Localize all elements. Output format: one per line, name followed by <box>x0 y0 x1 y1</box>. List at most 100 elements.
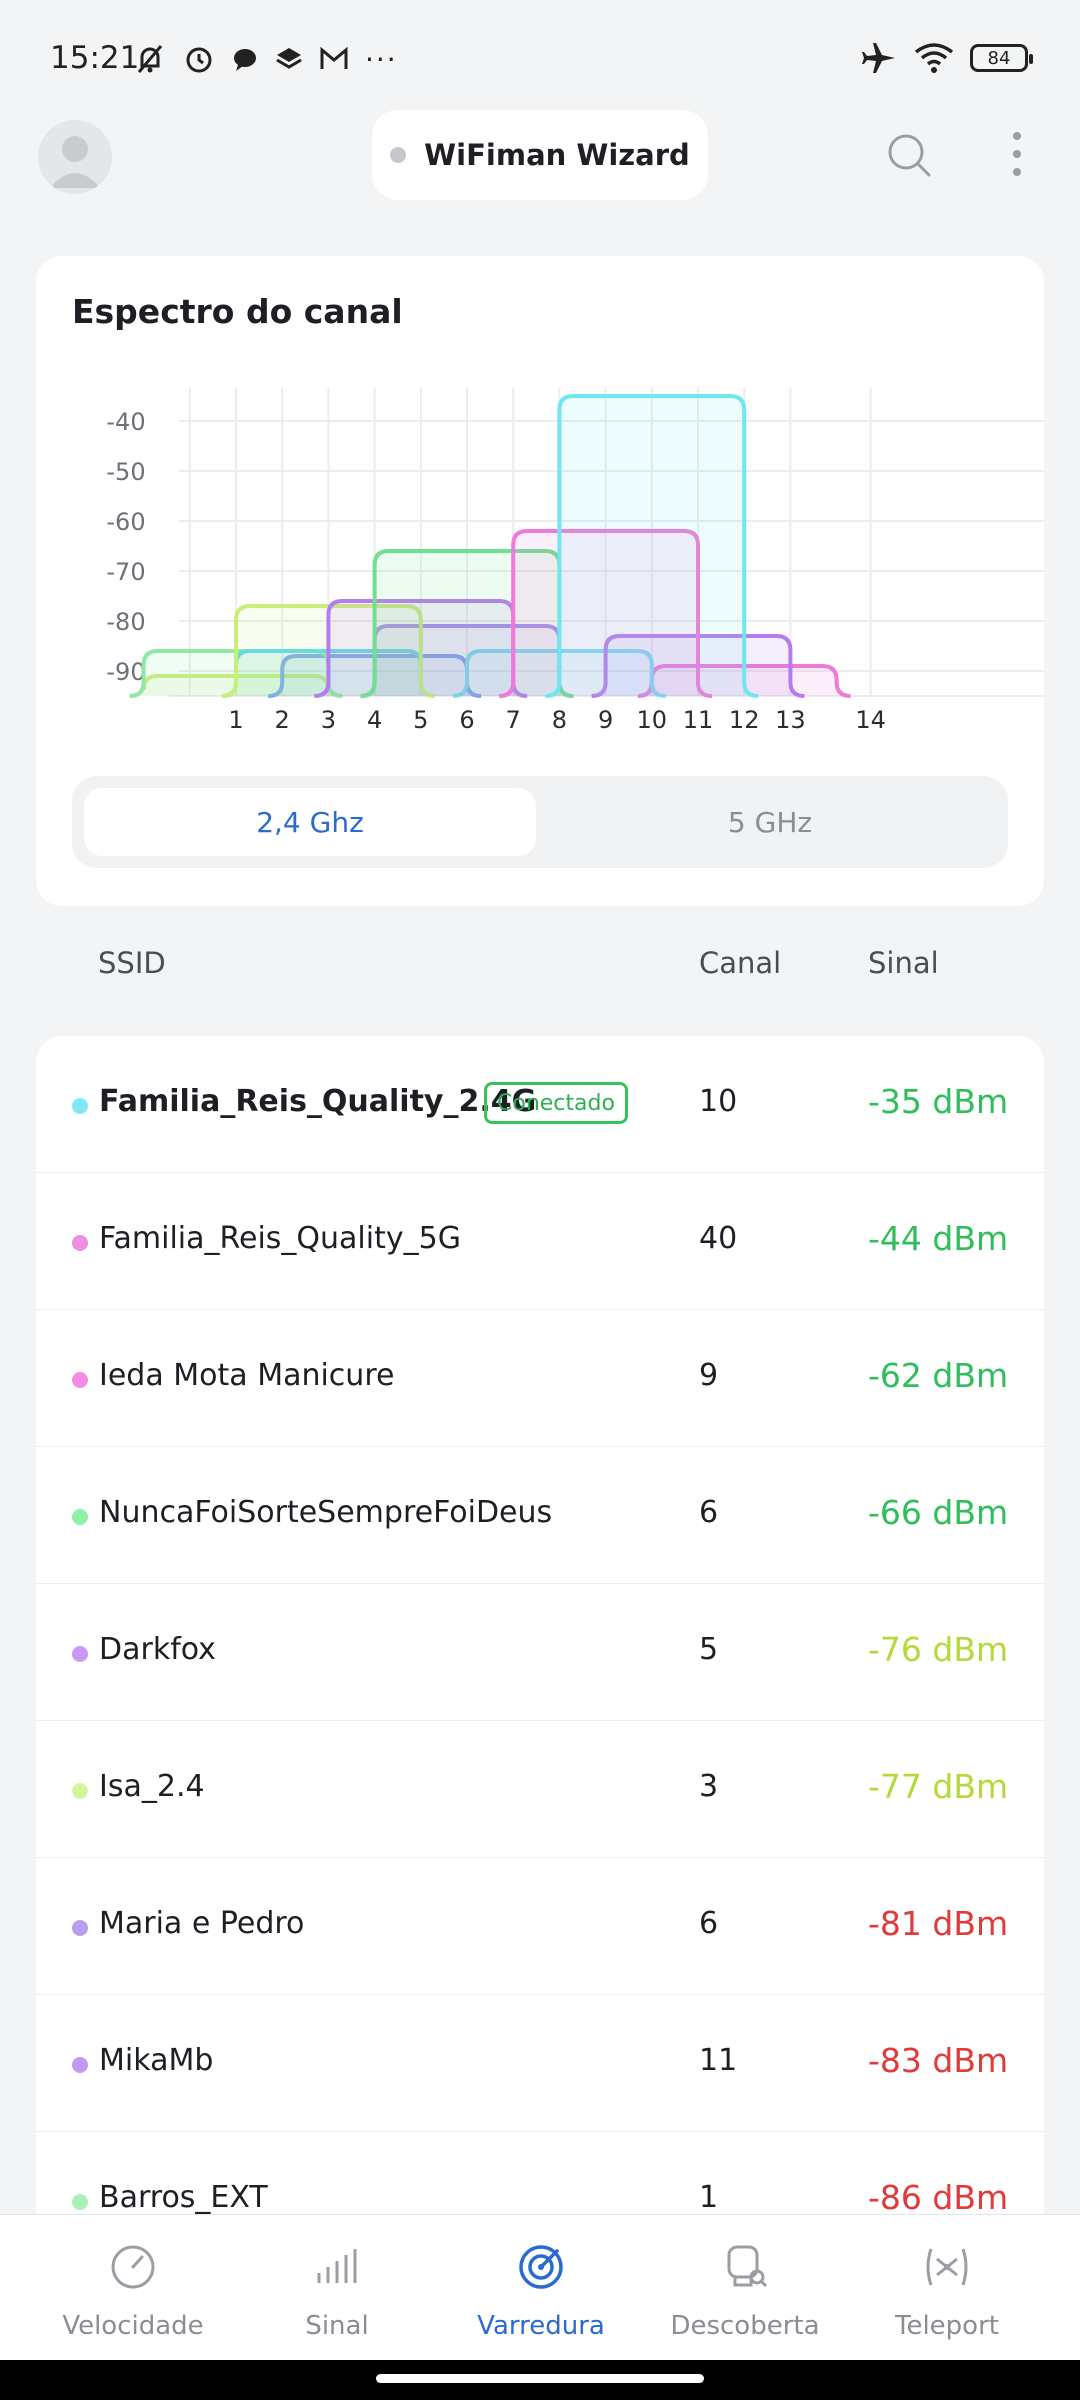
network-row[interactable]: Darkfox 5 -76 dBm <box>36 1584 1044 1721</box>
x-tick-label: 11 <box>683 706 714 734</box>
network-channel: 1 <box>699 2180 719 2215</box>
battery-level: 84 <box>987 47 1011 69</box>
network-color-dot <box>72 2194 88 2210</box>
network-ssid: Maria e Pedro <box>99 1906 305 1941</box>
network-row[interactable]: Barros_EXT 1 -86 dBm <box>36 2132 1044 2216</box>
network-row[interactable]: Familia_Reis_Quality_5G 40 -44 dBm <box>36 1173 1044 1310</box>
x-tick-label: 6 <box>459 706 474 734</box>
network-row[interactable]: MikaMb 11 -83 dBm <box>36 1995 1044 2132</box>
network-color-dot <box>72 1235 88 1251</box>
network-channel: 3 <box>699 1769 719 1804</box>
connected-badge: Conectado <box>484 1082 628 1124</box>
network-color-dot <box>72 1098 88 1114</box>
network-signal: -83 dBm <box>868 2041 1009 2080</box>
network-signal: -81 dBm <box>868 1904 1009 1943</box>
radar-icon <box>519 2245 563 2289</box>
x-tick-label: 2 <box>275 706 290 734</box>
column-ssid[interactable]: SSID <box>98 946 166 980</box>
network-ssid: MikaMb <box>99 2043 214 2078</box>
band-5ghz-option[interactable]: 5 GHz <box>727 805 813 839</box>
more-options-button[interactable] <box>1000 128 1034 180</box>
battery-icon: 84 <box>970 44 1033 72</box>
nav-speed-label: Velocidade <box>62 2311 204 2341</box>
x-tick-label: 10 <box>637 706 668 734</box>
speedometer-icon <box>111 2245 155 2289</box>
network-color-dot <box>72 1509 88 1525</box>
y-tick-label: -80 <box>106 608 145 636</box>
network-color-dot <box>72 1920 88 1936</box>
network-ssid: Barros_EXT <box>99 2180 268 2215</box>
status-dot <box>390 147 407 163</box>
nav-discovery[interactable]: Descoberta <box>645 2215 845 2361</box>
y-tick-label: -70 <box>106 558 145 586</box>
alarm-icon <box>186 47 212 73</box>
signal-bars-icon <box>317 2249 357 2283</box>
network-color-dot <box>72 1783 88 1799</box>
status-bar: 15:21 ··· 84 <box>0 0 1080 110</box>
x-tick-label: 12 <box>729 706 760 734</box>
search-button[interactable] <box>886 132 932 178</box>
network-signal: -76 dBm <box>868 1630 1009 1669</box>
network-row[interactable]: Maria e Pedro 6 -81 dBm <box>36 1858 1044 1995</box>
column-signal[interactable]: Sinal <box>868 946 939 980</box>
network-row[interactable]: Ieda Mota Manicure 9 -62 dBm <box>36 1310 1044 1447</box>
network-ssid: NuncaFoiSorteSempreFoiDeus <box>99 1495 553 1530</box>
home-indicator[interactable] <box>376 2374 704 2383</box>
nav-signal-label: Sinal <box>305 2311 369 2341</box>
bottom-navigation: Velocidade Sinal Varredura Descoberta Te… <box>0 2214 1080 2360</box>
band-toggle: 2,4 Ghz 5 GHz <box>72 776 1008 868</box>
nav-speed[interactable]: Velocidade <box>33 2215 233 2361</box>
network-signal: -86 dBm <box>868 2178 1009 2216</box>
nav-signal[interactable]: Sinal <box>237 2215 437 2361</box>
more-notifications-icon: ··· <box>365 42 398 76</box>
channel-spectrum-card: Espectro do canal 1 2 3 4 5 6 7 8 9 10 11 12 13 14 -40… <box>36 256 1044 906</box>
mail-icon <box>320 46 348 69</box>
network-list: Familia_Reis_Quality_2.4G Conectado 10 -35 … <box>36 1036 1044 2216</box>
network-channel: 5 <box>699 1632 719 1667</box>
network-row[interactable]: Familia_Reis_Quality_2.4G Conectado 10 -35 … <box>36 1036 1044 1173</box>
network-channel: 9 <box>699 1358 719 1393</box>
network-ssid: Familia_Reis_Quality_5G <box>99 1221 461 1256</box>
network-signal: -44 dBm <box>868 1219 1009 1258</box>
avatar[interactable] <box>38 120 112 194</box>
network-ssid: Familia_Reis_Quality_2.4G <box>99 1084 537 1119</box>
network-signal: -66 dBm <box>868 1493 1009 1532</box>
network-spectrum-curve <box>499 529 713 698</box>
app-title: WiFiman Wizard <box>424 138 690 172</box>
network-row[interactable]: Isa_2.4 3 -77 dBm <box>36 1721 1044 1858</box>
network-signal: -35 dBm <box>868 1082 1009 1121</box>
spectrum-title: Espectro do canal <box>72 292 403 331</box>
x-tick-label: 5 <box>413 706 428 734</box>
status-time: 15:21 <box>50 40 140 76</box>
x-tick-label: 8 <box>552 706 567 734</box>
y-tick-label: -40 <box>106 408 145 436</box>
notification-icons: ··· <box>133 42 398 76</box>
nav-teleport[interactable]: Teleport <box>847 2215 1047 2361</box>
network-row[interactable]: NuncaFoiSorteSempreFoiDeus 6 -66 dBm <box>36 1447 1044 1584</box>
airplane-mode-icon <box>862 43 895 73</box>
x-tick-label: 14 <box>855 706 886 734</box>
more-vert-icon <box>1013 132 1021 176</box>
nav-scan[interactable]: Varredura <box>441 2215 641 2361</box>
network-channel: 40 <box>699 1221 738 1256</box>
layers-icon <box>276 48 302 69</box>
network-signal: -62 dBm <box>868 1356 1009 1395</box>
x-tick-label: 3 <box>321 706 336 734</box>
y-tick-label: -50 <box>106 458 145 486</box>
column-channel[interactable]: Canal <box>699 946 782 980</box>
x-tick-label: 1 <box>228 706 243 734</box>
network-channel: 11 <box>699 2043 738 2078</box>
network-spectrum-curve <box>545 394 759 698</box>
band-2-4ghz-option[interactable]: 2,4 Ghz <box>84 788 536 856</box>
search-icon <box>888 134 931 177</box>
network-ssid: Isa_2.4 <box>99 1769 205 1804</box>
channel-spectrum-chart: 1 2 3 4 5 6 7 8 9 10 11 12 13 14-40-50-60-70-80-90 <box>106 388 1044 734</box>
network-color-dot <box>72 1372 88 1388</box>
network-ssid: Darkfox <box>99 1632 216 1667</box>
wifi-icon <box>914 43 954 73</box>
x-tick-label: 13 <box>775 706 806 734</box>
teleport-icon <box>926 2248 968 2286</box>
x-tick-label: 4 <box>367 706 382 734</box>
app-title-pill[interactable]: WiFiman Wizard <box>372 110 708 200</box>
nav-scan-label: Varredura <box>477 2311 605 2341</box>
